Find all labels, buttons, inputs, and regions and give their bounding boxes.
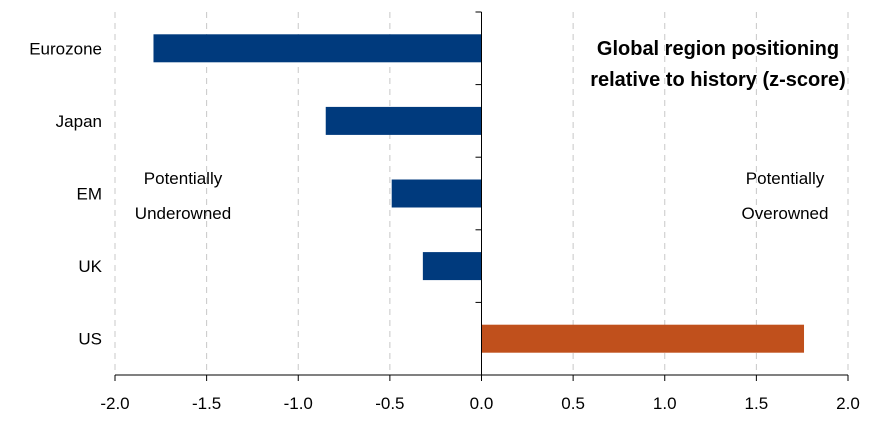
category-label-em: EM [77, 185, 103, 204]
annotation-left-line-2: Underowned [135, 204, 231, 223]
chart-title-line-1: Global region positioning [597, 38, 839, 60]
x-tick-label: -1.0 [284, 394, 313, 413]
bar-japan [325, 106, 482, 135]
x-tick-label: -2.0 [100, 394, 129, 413]
x-tick-label: 0.0 [470, 394, 494, 413]
x-tick-labels: -2.0 -1.5 -1.0 -0.5 0.0 0.5 1.0 1.5 2.0 [100, 394, 859, 413]
annotation-left-line-1: Potentially [144, 169, 223, 188]
grid-lines [114, 12, 849, 375]
category-label-uk: UK [78, 257, 102, 276]
bars [153, 34, 805, 353]
x-tick-label: 1.0 [653, 394, 677, 413]
bar-eurozone [153, 34, 482, 63]
chart-title-line-2: relative to history (z-score) [590, 69, 846, 91]
annotation-right-line-2: Overowned [742, 204, 829, 223]
category-labels: Eurozone Japan EM UK US [29, 39, 102, 348]
category-label-japan: Japan [56, 112, 102, 131]
category-label-us: US [78, 330, 102, 349]
category-label-eurozone: Eurozone [29, 39, 102, 58]
annotation-right-line-1: Potentially [746, 169, 825, 188]
x-tick-label: 0.5 [561, 394, 585, 413]
x-tick-label: -1.5 [192, 394, 221, 413]
x-tick-label: 1.5 [745, 394, 769, 413]
bar-em [391, 179, 482, 208]
axes [114, 11, 849, 381]
bar-uk [422, 252, 482, 281]
x-tick-label: 2.0 [836, 394, 860, 413]
bar-us [481, 324, 805, 353]
x-tick-label: -0.5 [375, 394, 404, 413]
